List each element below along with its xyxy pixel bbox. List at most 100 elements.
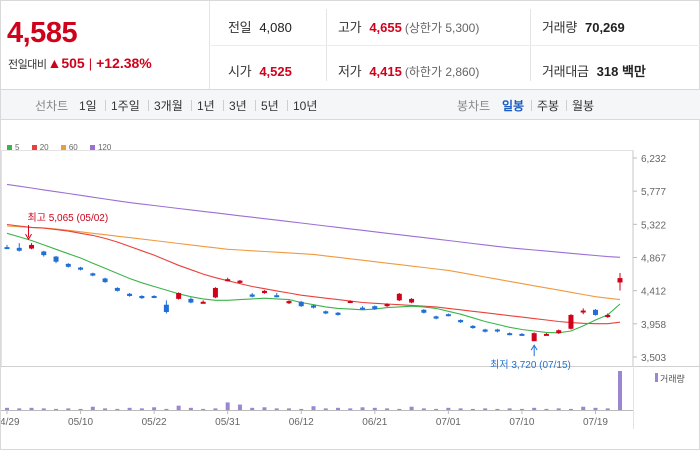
- x-tick-label: 07/10: [509, 417, 534, 428]
- volume-bar: [29, 407, 34, 410]
- candle-body: [298, 301, 304, 307]
- candle-body: [127, 293, 133, 296]
- candle-body: [53, 256, 59, 262]
- stat-volume-label: 거래량: [542, 20, 577, 35]
- period-5y[interactable]: 5년: [261, 99, 279, 113]
- candle-body: [4, 247, 10, 250]
- candle-body: [212, 287, 218, 298]
- stats-row-divider: [211, 45, 700, 46]
- stat-volume: 거래량 70,269: [542, 17, 625, 36]
- volume-bar: [581, 406, 586, 410]
- candle-body: [188, 298, 194, 303]
- candle-body: [139, 295, 145, 299]
- legend-ma5: 5: [7, 143, 19, 152]
- volume-bar: [446, 407, 451, 410]
- candle-weekly[interactable]: 주봉: [537, 99, 560, 113]
- volume-bar: [225, 402, 230, 410]
- legend-ma20: 20: [31, 143, 49, 152]
- stat-high-value: 4,655: [369, 20, 402, 35]
- volume-bar: [483, 408, 488, 410]
- candle-body: [274, 295, 280, 298]
- volume-bar: [286, 408, 291, 410]
- plot-frame: [1, 150, 633, 367]
- stat-amount: 거래대금 318 백만: [542, 61, 646, 80]
- period-3y[interactable]: 3년: [229, 99, 247, 113]
- y-tick-label: 4,867: [641, 254, 666, 265]
- volume-bar: [17, 408, 22, 410]
- volume-bar: [176, 405, 181, 410]
- volume-bar: [152, 407, 157, 410]
- stats-panel: 전일 4,080 시가 4,525 고가 4,655 (상한가 5,300) 저가 4,4…: [211, 1, 700, 90]
- volume-bar: [348, 408, 353, 410]
- candle-body: [323, 311, 329, 314]
- volume-bar: [495, 408, 500, 410]
- period-1w[interactable]: 1주일: [111, 99, 140, 113]
- candle-body: [249, 294, 255, 297]
- volume-bar: [372, 407, 377, 410]
- high-annotation-label: 최고 5,065 (05/02): [28, 212, 109, 224]
- period-divider: [148, 100, 149, 111]
- volume-bar: [556, 408, 561, 410]
- x-tick-label: 04/29: [1, 417, 20, 428]
- volume-bar: [213, 408, 218, 410]
- stat-prev-close-value: 4,080: [259, 20, 292, 35]
- candle-body: [286, 301, 292, 304]
- candle-body: [531, 333, 537, 342]
- stat-prev-close-label: 전일: [228, 20, 252, 35]
- volume-bar: [139, 408, 144, 410]
- legend-ma5-swatch: [7, 145, 12, 151]
- volume-bar: [201, 408, 206, 410]
- candle-body: [176, 293, 182, 299]
- ma120-line: [6, 183, 621, 258]
- period-divider: [191, 100, 192, 111]
- stat-low: 저가 4,415 (하한가 2,860): [338, 61, 479, 80]
- ma-legend: 5 20 60 120: [7, 143, 121, 152]
- low-annotation-arrowhead: [530, 344, 538, 351]
- period-1y[interactable]: 1년: [197, 99, 215, 113]
- volume-bar: [127, 407, 132, 410]
- volume-bar: [237, 404, 242, 410]
- volume-bar: [103, 408, 108, 410]
- volume-bar: [323, 408, 328, 410]
- volume-bar: [568, 408, 573, 410]
- candle-body: [421, 309, 427, 313]
- legend-ma120: 120: [89, 143, 111, 152]
- volume-legend-swatch: [655, 373, 658, 382]
- period-1d[interactable]: 1일: [79, 99, 97, 113]
- y-tick-label: 3,958: [641, 320, 666, 331]
- stat-open-label: 시가: [228, 64, 252, 79]
- candle-body: [200, 301, 206, 304]
- candle-daily[interactable]: 일봉: [502, 99, 525, 113]
- candle-body: [16, 247, 22, 251]
- period-10y[interactable]: 10년: [293, 99, 318, 113]
- candle-body: [347, 301, 353, 304]
- volume-bar: [66, 408, 71, 410]
- period-3m[interactable]: 3개월: [154, 99, 183, 113]
- volume-legend-label: 거래량: [660, 373, 685, 384]
- candle-body: [458, 320, 464, 323]
- period-divider: [255, 100, 256, 111]
- candle-body: [470, 325, 476, 329]
- candle-monthly[interactable]: 월봉: [572, 99, 595, 113]
- volume-bar: [336, 407, 341, 410]
- candle-body: [556, 330, 562, 334]
- y-tick-label: 3,503: [641, 353, 666, 364]
- candle-body: [163, 304, 169, 313]
- high-annotation-arrowhead: [25, 233, 32, 241]
- candle-body: [433, 316, 439, 319]
- candle-body: [507, 333, 513, 336]
- period-divider: [287, 100, 288, 111]
- candle-body: [78, 267, 84, 270]
- volume-bar: [470, 408, 475, 410]
- candle-body: [114, 287, 120, 291]
- price-summary: 4,585 전일대비▲505 | +12.38%: [1, 1, 210, 90]
- change-row: 전일대비▲505 | +12.38%: [8, 55, 152, 72]
- y-tick-label: 4,412: [641, 287, 666, 298]
- candle-body: [396, 293, 402, 301]
- x-tick-label: 07/01: [436, 417, 461, 428]
- candle-body: [580, 310, 586, 313]
- legend-ma60-swatch: [60, 145, 66, 151]
- candle-body: [225, 279, 231, 282]
